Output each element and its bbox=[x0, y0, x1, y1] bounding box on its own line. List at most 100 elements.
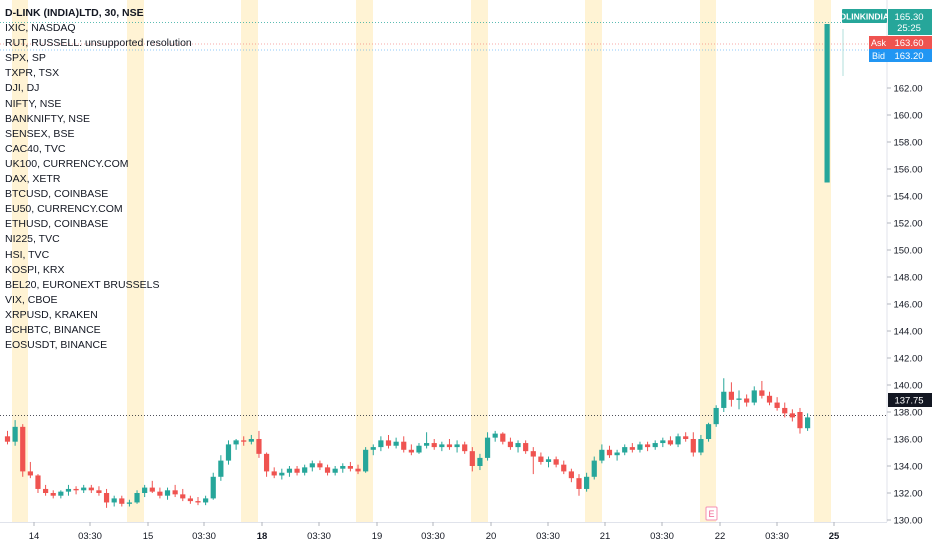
candle bbox=[660, 437, 666, 448]
ask-price: 163.60 bbox=[894, 38, 923, 49]
time-axis: 14 03:30 15 03:30 18 03:30 19 03:30 20 03:30 21 03:… bbox=[29, 522, 840, 542]
candle-body bbox=[576, 478, 582, 489]
candle bbox=[462, 441, 468, 454]
candle-body bbox=[187, 498, 193, 502]
candle bbox=[629, 443, 635, 453]
candle-body bbox=[65, 488, 72, 492]
session-band bbox=[700, 0, 716, 522]
candle bbox=[599, 444, 605, 464]
time-tick-label: 03:30 bbox=[650, 531, 674, 542]
candle-body bbox=[210, 476, 216, 499]
candle-body bbox=[271, 471, 277, 476]
price-tick-label: 160.00 bbox=[893, 111, 922, 122]
time-tick-label: 20 bbox=[486, 531, 497, 542]
compare-symbol-item[interactable]: SPX, SP bbox=[5, 52, 46, 65]
ask-price-box bbox=[888, 36, 932, 49]
compare-symbol-item[interactable]: BTCUSD, COINBASE bbox=[5, 188, 109, 201]
candle-body bbox=[568, 471, 574, 479]
compare-symbol-item[interactable]: CAC40, TVC bbox=[5, 142, 66, 155]
compare-symbol-item[interactable]: KOSPI, KRX bbox=[5, 263, 65, 276]
candle-body bbox=[157, 491, 163, 496]
time-tick-label: 03:30 bbox=[307, 531, 331, 542]
price-tick-label: 156.00 bbox=[893, 165, 922, 176]
compare-symbol-item[interactable]: NI225, TVC bbox=[5, 233, 60, 246]
candle bbox=[263, 452, 270, 477]
candle-body bbox=[363, 449, 369, 472]
candle-body bbox=[88, 487, 94, 491]
latest-candle bbox=[824, 24, 844, 183]
compare-symbol-item[interactable]: DAX, XETR bbox=[5, 173, 61, 186]
compare-symbol-item[interactable]: EOSUSDT, BINANCE bbox=[5, 339, 108, 352]
candle bbox=[164, 487, 171, 500]
candle bbox=[271, 467, 277, 479]
candle bbox=[698, 434, 704, 456]
compare-symbol-item[interactable]: EU50, CURRENCY.COM bbox=[5, 203, 123, 216]
candle-body bbox=[424, 443, 430, 446]
symbol-tag-box bbox=[842, 9, 887, 23]
candle bbox=[805, 413, 811, 431]
compare-symbol-item[interactable]: SENSEX, BSE bbox=[5, 127, 75, 140]
candle bbox=[27, 461, 33, 479]
candle bbox=[43, 484, 49, 496]
candle-body bbox=[561, 464, 567, 472]
candle bbox=[736, 390, 742, 410]
price-tick-label: 152.00 bbox=[893, 219, 922, 230]
compare-symbol-item[interactable]: NIFTY, NSE bbox=[5, 97, 62, 110]
candle-body bbox=[454, 444, 460, 448]
candle bbox=[103, 488, 110, 508]
symbol-legend: D-LINK (INDIA)LTD, 30, NSE IXIC, NASDAQ R… bbox=[5, 6, 192, 351]
price-tick-label: 144.00 bbox=[893, 327, 922, 338]
compare-symbol-item[interactable]: VIX, CBOE bbox=[5, 293, 58, 306]
candle bbox=[401, 436, 407, 453]
candle bbox=[142, 484, 148, 498]
candle bbox=[690, 432, 696, 457]
candle-body bbox=[324, 467, 331, 473]
candle bbox=[576, 474, 582, 496]
compare-symbol-item[interactable]: DJI, DJ bbox=[5, 82, 40, 95]
compare-symbol-item[interactable]: UK100, CURRENCY.COM bbox=[5, 157, 129, 170]
candle bbox=[317, 460, 323, 471]
compare-symbol-item[interactable]: HSI, TVC bbox=[5, 248, 50, 261]
candle-body bbox=[96, 490, 102, 493]
main-symbol-title[interactable]: D-LINK (INDIA)LTD, 30, NSE bbox=[5, 7, 144, 19]
compare-symbol-list: IXIC, NASDAQ RUT, RUSSELL: unsupported re… bbox=[5, 21, 192, 351]
candle bbox=[111, 495, 117, 507]
candle bbox=[286, 466, 293, 477]
price-tick-label: 142.00 bbox=[893, 354, 922, 365]
candle-body bbox=[652, 443, 658, 448]
compare-symbol-item[interactable]: TXPR, TSX bbox=[5, 67, 60, 80]
candle-body bbox=[751, 390, 757, 403]
candle-body bbox=[789, 413, 795, 418]
candle bbox=[553, 456, 559, 468]
compare-symbol-item[interactable]: BEL20, EURONEXT BRUSSELS bbox=[5, 278, 160, 291]
candle bbox=[347, 461, 353, 472]
candle bbox=[172, 484, 178, 498]
candle bbox=[195, 497, 201, 506]
time-tick-label: 15 bbox=[143, 531, 154, 542]
session-band bbox=[241, 0, 258, 522]
candle bbox=[256, 430, 262, 458]
candle-body bbox=[462, 444, 468, 452]
time-tick-label: 03:30 bbox=[78, 531, 102, 542]
candle bbox=[81, 484, 87, 493]
candle bbox=[73, 486, 79, 495]
compare-symbol-item[interactable]: XRPUSD, KRAKEN bbox=[5, 308, 98, 321]
candle-body bbox=[766, 395, 773, 403]
compare-symbol-item[interactable]: RUT, RUSSELL: unsupported resolution bbox=[5, 37, 192, 50]
compare-symbol-item[interactable]: BANKNIFTY, NSE bbox=[5, 112, 90, 125]
candle-body bbox=[736, 398, 742, 400]
price-tick-label: 148.00 bbox=[893, 273, 922, 284]
candle-body bbox=[27, 471, 33, 476]
compare-symbol-item[interactable]: ETHUSD, COINBASE bbox=[5, 218, 109, 231]
compare-symbol-item[interactable]: BCHBTC, BINANCE bbox=[5, 323, 101, 336]
earnings-event-marker[interactable]: E bbox=[705, 506, 718, 521]
candle bbox=[591, 456, 597, 480]
candle-body bbox=[248, 439, 254, 442]
candle-body bbox=[408, 449, 414, 453]
candle-body bbox=[507, 441, 514, 448]
candle-body bbox=[446, 444, 453, 448]
session-band bbox=[127, 0, 144, 522]
compare-symbol-item[interactable]: IXIC, NASDAQ bbox=[5, 22, 76, 35]
